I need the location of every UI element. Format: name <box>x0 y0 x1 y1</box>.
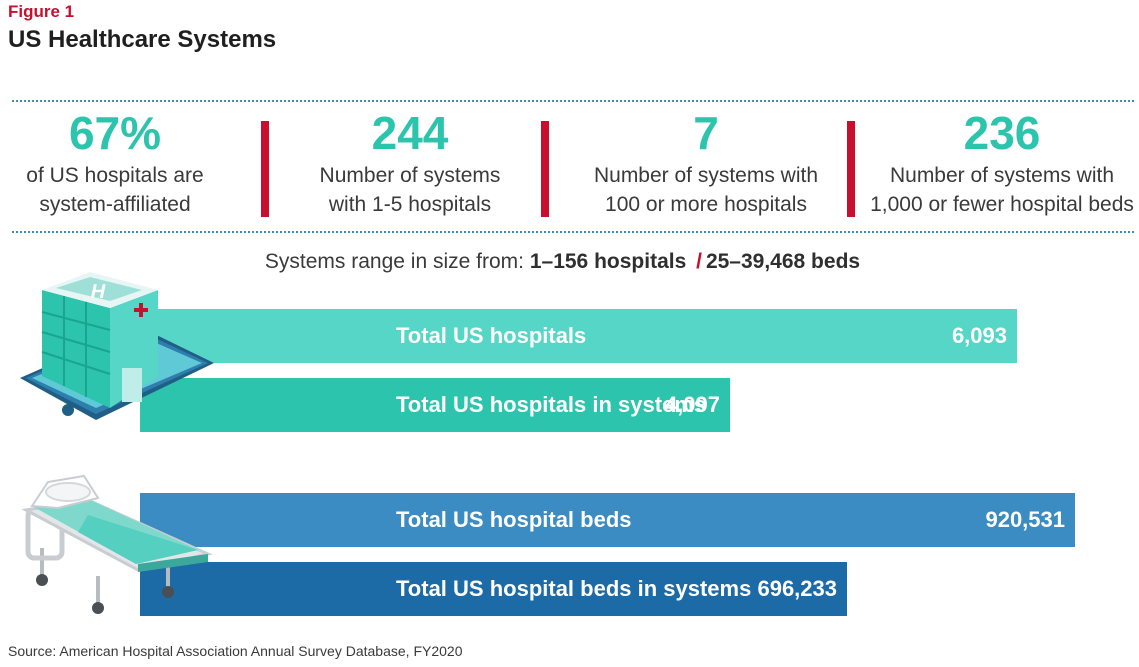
stat-line: Number of systems <box>319 164 501 187</box>
stat-value: 7 <box>693 107 719 159</box>
bar-beds-in-systems: Total US hospital beds in systems 696,23… <box>140 562 847 616</box>
stat-line: Number of systems with <box>593 164 819 187</box>
source-note: Source: American Hospital Association An… <box>8 643 463 659</box>
stat-line: Number of systems with <box>889 164 1115 187</box>
top-divider <box>12 100 1134 102</box>
bar-value-label: 696,233 <box>757 576 837 601</box>
figure-label: Figure 1 <box>8 2 75 21</box>
bar-value-label: 4,097 <box>664 392 720 417</box>
bar-total-hospitals: Total US hospitals 6,093 <box>140 309 1017 363</box>
stat-value: 244 <box>371 107 449 159</box>
stat-line: with 1-5 hospitals <box>328 193 492 216</box>
range-prefix: Systems range in size from: <box>264 250 524 273</box>
range-separator: / <box>696 250 702 273</box>
stat-description: of US hospitals are system-affiliated <box>8 161 222 219</box>
bottom-divider <box>12 231 1134 233</box>
hospital-bed-icon <box>21 474 213 614</box>
stat-separator <box>847 121 855 217</box>
stat-line: system-affiliated <box>39 193 191 216</box>
bar-label: Total US hospital beds in systems <box>396 576 752 601</box>
stat-description: Number of systems with 1-5 hospitals <box>290 161 530 219</box>
stat-large-systems: 7 Number of systems with 100 or more hos… <box>578 108 834 219</box>
bar-hospitals-in-systems: Total US hospitals in systems 4,097 <box>140 378 730 432</box>
stat-line: 1,000 or fewer hospital beds <box>870 193 1134 216</box>
stat-separator <box>261 121 269 217</box>
stat-description: Number of systems with 1,000 or fewer ho… <box>862 161 1139 219</box>
stat-separator <box>541 121 549 217</box>
range-beds: 25–39,468 beds <box>705 250 861 273</box>
bar-label: Total US hospitals <box>396 323 587 348</box>
stat-line: of US hospitals are <box>26 164 204 187</box>
stat-description: Number of systems with 100 or more hospi… <box>578 161 834 219</box>
size-range: Systems range in size from: 1–156 hospit… <box>0 250 1125 274</box>
stat-line: 100 or more hospitals <box>605 193 807 216</box>
bar-label: Total US hospitals in systems <box>396 392 707 417</box>
stat-value: 236 <box>963 107 1041 159</box>
hospital-building-icon: H <box>20 272 214 420</box>
stat-affiliated: 67% of US hospitals are system-affiliate… <box>8 108 222 219</box>
stat-small-systems: 244 Number of systems with 1-5 hospitals <box>290 108 530 219</box>
bar-total-beds: Total US hospital beds 920,531 <box>140 493 1075 547</box>
bar-value-label: 6,093 <box>951 323 1007 348</box>
stat-value: 67% <box>68 107 162 159</box>
bar-label: Total US hospital beds <box>396 507 632 532</box>
figure-title: US Healthcare Systems <box>8 26 277 53</box>
range-hospitals: 1–156 hospitals <box>529 250 687 273</box>
bar-value-label: 920,531 <box>985 507 1065 532</box>
stats-row: 67% of US hospitals are system-affiliate… <box>0 108 1139 224</box>
svg-text:H: H <box>89 281 108 303</box>
stat-few-beds: 236 Number of systems with 1,000 or fewe… <box>862 108 1139 219</box>
